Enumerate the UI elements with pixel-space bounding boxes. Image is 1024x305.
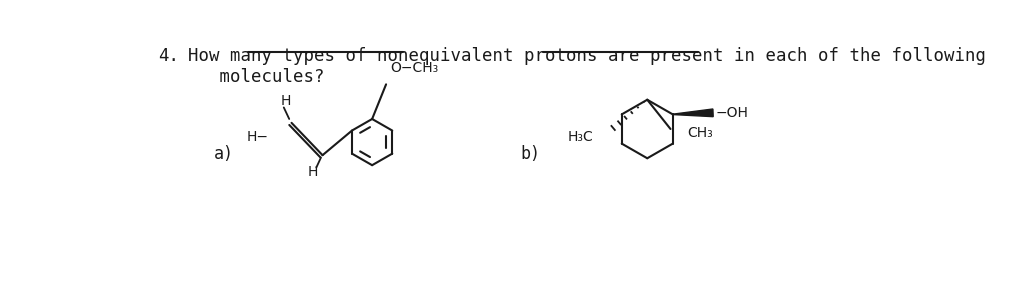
Text: H₃C: H₃C [567, 130, 593, 144]
Text: a): a) [214, 145, 233, 163]
Text: O−CH₃: O−CH₃ [390, 61, 438, 75]
Text: CH₃: CH₃ [687, 126, 714, 140]
Text: H: H [281, 94, 291, 108]
Text: H−: H− [247, 130, 268, 144]
Text: 4.: 4. [158, 47, 179, 65]
Text: b): b) [521, 145, 541, 163]
Text: How many types of nonequivalent protons are present in each of the following
   : How many types of nonequivalent protons … [187, 47, 985, 86]
Polygon shape [673, 109, 713, 117]
Text: −OH: −OH [716, 106, 749, 120]
Text: H: H [308, 165, 318, 179]
